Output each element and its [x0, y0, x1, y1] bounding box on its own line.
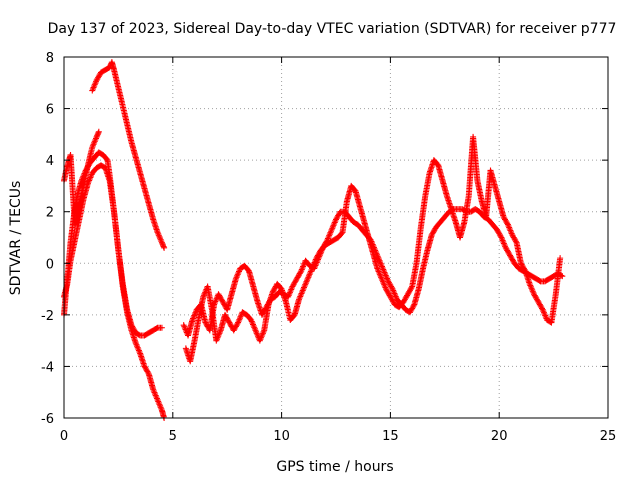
y-tick-label: -4: [41, 360, 54, 375]
x-tick-label: 25: [600, 429, 617, 444]
x-axis-label: GPS time / hours: [276, 459, 393, 475]
chart-title: Day 137 of 2023, Sidereal Day-to-day VTE…: [48, 21, 617, 37]
data-point: [338, 230, 345, 237]
data-point: [538, 305, 545, 312]
series-track-d: [89, 59, 168, 251]
data-point: [388, 284, 395, 291]
y-tick-label: -6: [41, 412, 54, 427]
y-tick-label: 0: [46, 257, 54, 272]
data-point: [161, 244, 168, 251]
data-point: [557, 255, 564, 262]
data-point: [504, 220, 511, 227]
series-track-f: [182, 133, 564, 365]
x-tick-label: 10: [273, 429, 290, 444]
data-point: [497, 233, 504, 240]
y-tick-label: 8: [46, 51, 54, 66]
data-point: [103, 156, 110, 163]
data-point: [559, 273, 566, 280]
series-track-c: [61, 128, 102, 228]
data-point: [408, 284, 415, 291]
x-tick-label: 0: [60, 429, 68, 444]
data-point: [145, 369, 152, 376]
x-tick-label: 20: [491, 429, 508, 444]
series-track-a: [61, 149, 165, 339]
data-point: [95, 128, 102, 135]
series-track-b: [61, 162, 168, 421]
data-points-layer: [61, 59, 566, 421]
plot-frame: [63, 56, 609, 419]
grid-layer: [64, 57, 608, 418]
data-point: [512, 238, 519, 245]
y-axis-label: SDTVAR / TECUs: [8, 181, 24, 296]
x-tick-label: 5: [169, 429, 177, 444]
y-tick-label: 6: [46, 103, 54, 118]
y-tick-label: 2: [46, 206, 54, 221]
data-point: [234, 320, 241, 327]
axis-ticks-layer: 0 5 10 15 20 25 -6 -4 -2 0 2 4 6 8: [41, 51, 616, 444]
x-tick-label: 15: [382, 429, 399, 444]
y-tick-label: -2: [41, 309, 54, 324]
data-point: [410, 302, 417, 309]
data-point: [297, 269, 304, 276]
y-tick-label: 4: [46, 154, 54, 169]
data-point: [158, 324, 165, 331]
data-point: [521, 266, 528, 273]
